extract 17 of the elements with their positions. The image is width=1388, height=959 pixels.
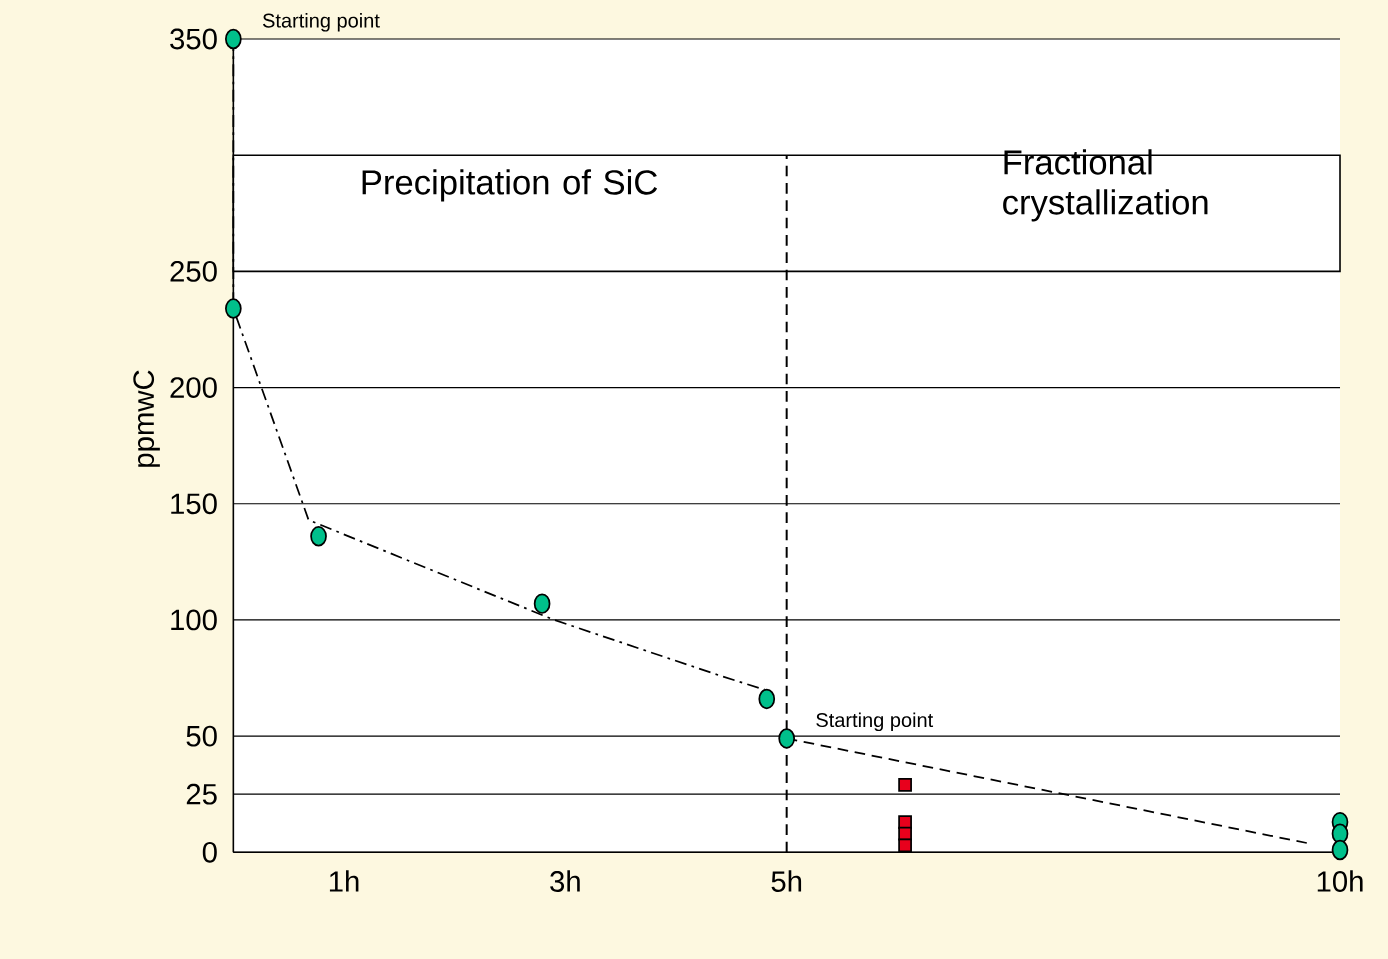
y-tick-label: 150 <box>171 493 217 515</box>
y-tick-label: 50 <box>186 725 217 747</box>
x-tick-label: 1h <box>329 870 359 892</box>
x-tick-label: 3h <box>550 870 580 892</box>
y-tick-label: 250 <box>170 260 217 282</box>
y-tick-label: 100 <box>171 609 217 631</box>
annotation: Starting point <box>262 12 380 32</box>
y-tick-label: 25 <box>186 783 217 805</box>
y-tick-label: 200 <box>170 377 217 398</box>
y-axis-title: ppmwC <box>133 370 160 467</box>
annotation: Fractional crystallization <box>1003 149 1208 222</box>
y-tick-label: 0 <box>202 841 217 863</box>
x-tick-label: 10h <box>1317 870 1363 892</box>
x-tick-label: 5h <box>771 870 802 892</box>
annotation: Precipitation of SiC <box>362 169 658 202</box>
annotation: Starting point <box>816 712 934 732</box>
y-tick-label: 350 <box>170 28 217 50</box>
